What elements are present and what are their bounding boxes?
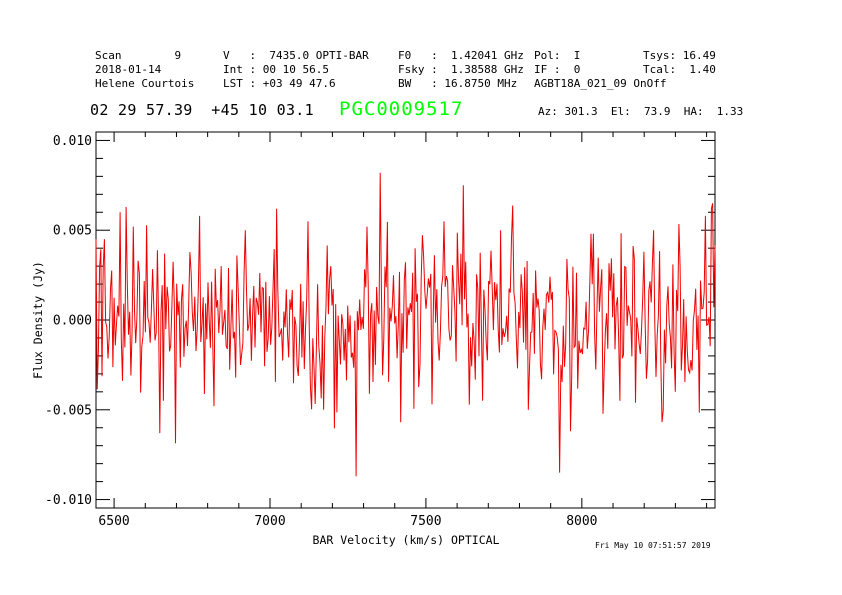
telescope-pointing: Az: 301.3 El: 73.9 HA: 1.33: [538, 105, 744, 118]
y-tick-label: 0.000: [53, 314, 92, 329]
header-time-info: V : 7435.0 OPTI-BAR Int : 00 10 56.5 LST…: [223, 49, 369, 90]
x-ticks: [113, 132, 708, 508]
header-frequency-info: F0 : 1.42041 GHz Fsky : 1.38588 GHz BW :…: [398, 49, 524, 90]
header-polarization-info: Pol: I IF : 0 AGBT18A_021_09 OnOff: [534, 49, 667, 90]
source-name: PGC0009517: [339, 98, 464, 120]
y-tick-label: -0.005: [45, 403, 92, 418]
y-tick-label: 0.010: [53, 134, 92, 149]
x-tick-label: 7000: [254, 514, 285, 529]
plot-timestamp: Fri May 10 07:51:57 2019: [595, 541, 711, 550]
x-tick-label: 7500: [410, 514, 441, 529]
header-scan-info: Scan 9 2018-01-14 Helene Courtois: [95, 49, 195, 90]
y-tick-labels: -0.010 -0.005 0.000 0.005 0.010: [45, 134, 92, 508]
x-axis-title: BAR Velocity (km/s) OPTICAL: [312, 533, 500, 547]
x-tick-labels: 6500 7000 7500 8000: [98, 514, 597, 529]
spectrum-trace: [95, 172, 716, 477]
y-tick-label: 0.005: [53, 224, 92, 239]
x-tick-label: 6500: [98, 514, 129, 529]
y-tick-label: -0.010: [45, 493, 92, 508]
x-tick-label: 8000: [566, 514, 597, 529]
header-temperature-info: Tsys: 16.49 Tcal: 1.40: [643, 49, 716, 76]
source-coordinates: 02 29 57.39 +45 10 03.1: [90, 101, 314, 119]
y-axis-title: Flux Density (Jy): [31, 261, 45, 379]
